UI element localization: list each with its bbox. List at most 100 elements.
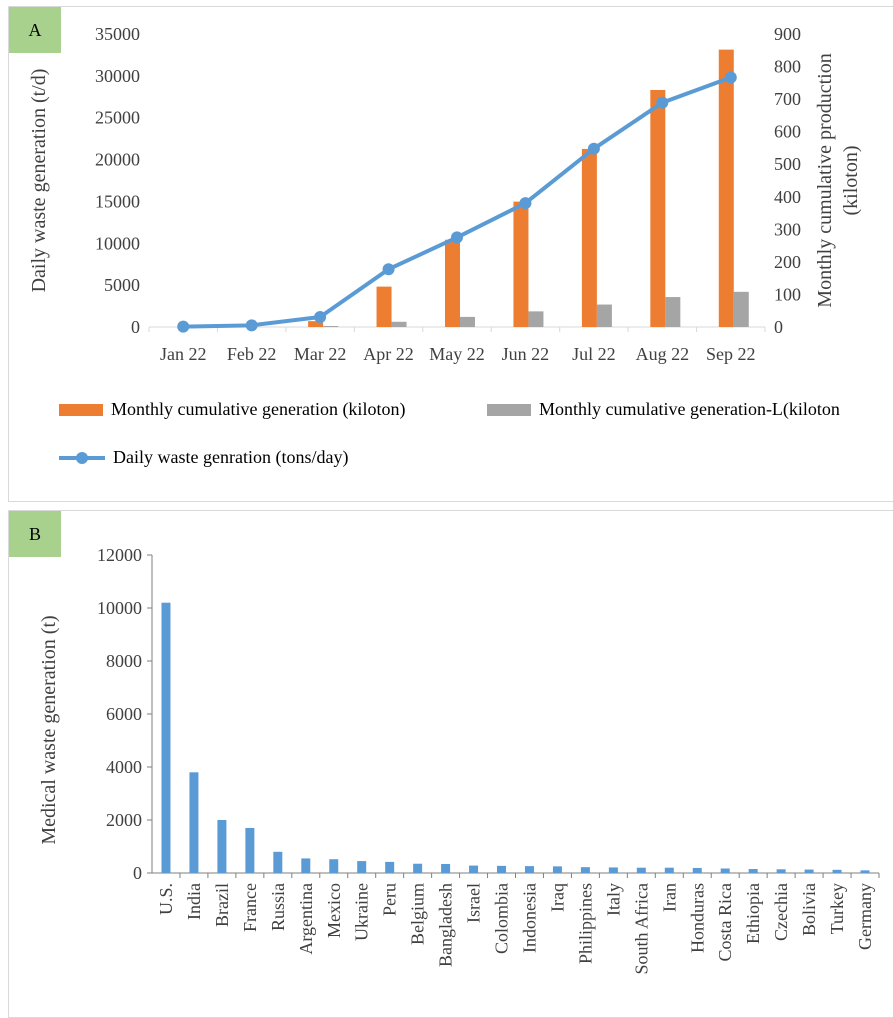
x-tick-label: Mar 22 xyxy=(294,344,347,364)
y2-tick-label: 200 xyxy=(774,252,801,272)
x-tick-label: Colombia xyxy=(492,883,512,954)
bar-medical-waste xyxy=(860,870,870,873)
x-tick-label: Germany xyxy=(855,883,875,950)
chart-a: 0 5000 10000 15000 20000 25000 30000 35000 0 100 2… xyxy=(28,24,862,364)
x-tick-label: Jun 22 xyxy=(502,344,550,364)
y2-tick-label: 100 xyxy=(774,284,801,304)
x-tick-label: U.S. xyxy=(156,883,176,915)
legend-label-cumulative: Monthly cumulative generation (kiloton) xyxy=(111,399,406,419)
x-tick-label: Mexico xyxy=(324,883,344,938)
x-tick-label: Apr 22 xyxy=(363,344,414,364)
bar-medical-waste xyxy=(385,861,395,873)
bar-medical-waste xyxy=(748,869,758,873)
bar-medical-waste xyxy=(720,868,730,873)
y2-tick-label: 400 xyxy=(774,187,801,207)
legend-item-cumulative-l: Monthly cumulative generation-L(kiloton xyxy=(487,399,840,420)
bar-medical-waste xyxy=(580,867,590,873)
x-tick-label: Honduras xyxy=(687,883,707,953)
bar-cumulative xyxy=(581,148,597,327)
bar-medical-waste xyxy=(357,861,367,873)
y-axis-title: Medical waste generation (t) xyxy=(38,615,60,844)
line-point xyxy=(656,96,669,109)
x-tick-label: May 22 xyxy=(429,344,485,364)
x-tick-label: Ukraine xyxy=(352,883,372,941)
x-tick-label: Sep 22 xyxy=(706,344,756,364)
panel-b: B 0 2000 4000 6000 8000 10000 12000 U.S. India Br… xyxy=(8,510,893,1018)
y2-axis-title-line2: (kiloton) xyxy=(840,146,862,216)
x-tick-label: India xyxy=(184,883,204,920)
y-tick-label: 30000 xyxy=(95,66,140,86)
bar-cumulative xyxy=(718,49,734,327)
y-tick-label: 12000 xyxy=(97,545,142,565)
bar-medical-waste xyxy=(832,869,842,873)
bar-cumulative xyxy=(308,321,324,327)
bar-cumulative-l xyxy=(323,326,339,327)
x-tick-label: Czechia xyxy=(771,883,791,941)
y2-tick-label: 800 xyxy=(774,57,801,77)
bar-medical-waste xyxy=(692,867,702,873)
x-tick-label: Italy xyxy=(603,883,623,916)
y-tick-label: 10000 xyxy=(95,233,140,253)
y2-tick-label: 500 xyxy=(774,154,801,174)
chart-b: 0 2000 4000 6000 8000 10000 12000 U.S. India Braz… xyxy=(38,545,880,975)
y2-tick-label: 900 xyxy=(774,24,801,44)
x-tick-label: Israel xyxy=(464,883,484,923)
y-tick-label: 4000 xyxy=(106,757,142,777)
bar-cumulative xyxy=(513,201,529,327)
x-tick-label: Aug 22 xyxy=(636,344,690,364)
bar-medical-waste xyxy=(552,866,562,873)
x-tick-label: Feb 22 xyxy=(227,344,277,364)
legend-item-cumulative: Monthly cumulative generation (kiloton) xyxy=(59,399,405,420)
bar-medical-waste xyxy=(524,866,534,873)
y-tick-label: 0 xyxy=(133,863,142,883)
legend-label-daily: Daily waste genration (tons/day) xyxy=(113,447,349,467)
bar-cumulative xyxy=(650,89,666,328)
x-tick-label: Indonesia xyxy=(519,883,539,953)
x-tick-label: Brazil xyxy=(212,883,232,927)
line-point xyxy=(177,320,190,333)
bar-medical-waste xyxy=(301,858,311,873)
y-tick-label: 6000 xyxy=(106,704,142,724)
y2-axis-title-line1: Monthly cumulative production xyxy=(814,53,836,307)
x-tick-label: Turkey xyxy=(827,883,847,934)
x-tick-label: Argentina xyxy=(296,883,316,955)
line-point xyxy=(314,310,327,323)
x-tick-label: Jan 22 xyxy=(160,344,207,364)
line-point xyxy=(382,263,395,276)
x-tick-label: France xyxy=(240,883,260,932)
bar-medical-waste xyxy=(329,859,339,873)
x-tick-label: Belgium xyxy=(408,883,428,945)
y-tick-label: 5000 xyxy=(104,275,140,295)
bar-medical-waste xyxy=(608,867,618,873)
x-tick-label: Russia xyxy=(268,883,288,931)
bar-medical-waste xyxy=(776,869,786,873)
bar-cumulative-l xyxy=(460,316,475,327)
bar-medical-waste xyxy=(804,869,814,873)
legend-swatch-line xyxy=(59,451,105,465)
y-tick-label: 8000 xyxy=(106,651,142,671)
bar-medical-waste xyxy=(273,851,283,873)
bar-medical-waste xyxy=(441,863,451,873)
y2-tick-label: 700 xyxy=(774,89,801,109)
line-point xyxy=(451,231,463,244)
bar-medical-waste xyxy=(413,863,423,873)
bar-medical-waste xyxy=(189,772,199,873)
panel-a: A 0 5000 10000 15000 20000 25000 30000 35000 0 10… xyxy=(8,6,893,502)
x-tick-label: Peru xyxy=(380,883,400,916)
x-tick-label: Jul 22 xyxy=(572,344,616,364)
line-point xyxy=(519,197,532,210)
bar-medical-waste xyxy=(217,820,227,873)
x-tick-label: Philippines xyxy=(575,883,595,964)
x-tick-label: Costa Rica xyxy=(715,883,735,962)
bar-cumulative-l xyxy=(596,304,612,327)
line-point xyxy=(245,319,258,332)
bar-cumulative-l xyxy=(733,291,749,327)
bar-cumulative xyxy=(445,239,460,327)
y2-tick-label: 0 xyxy=(774,317,783,337)
panel-b-label: B xyxy=(9,511,61,557)
x-tick-label: Bolivia xyxy=(799,883,819,936)
y-tick-label: 10000 xyxy=(97,598,142,618)
legend-swatch-orange xyxy=(59,403,103,416)
x-tick-label: Iraq xyxy=(547,883,567,912)
bar-cumulative-l xyxy=(528,311,544,327)
